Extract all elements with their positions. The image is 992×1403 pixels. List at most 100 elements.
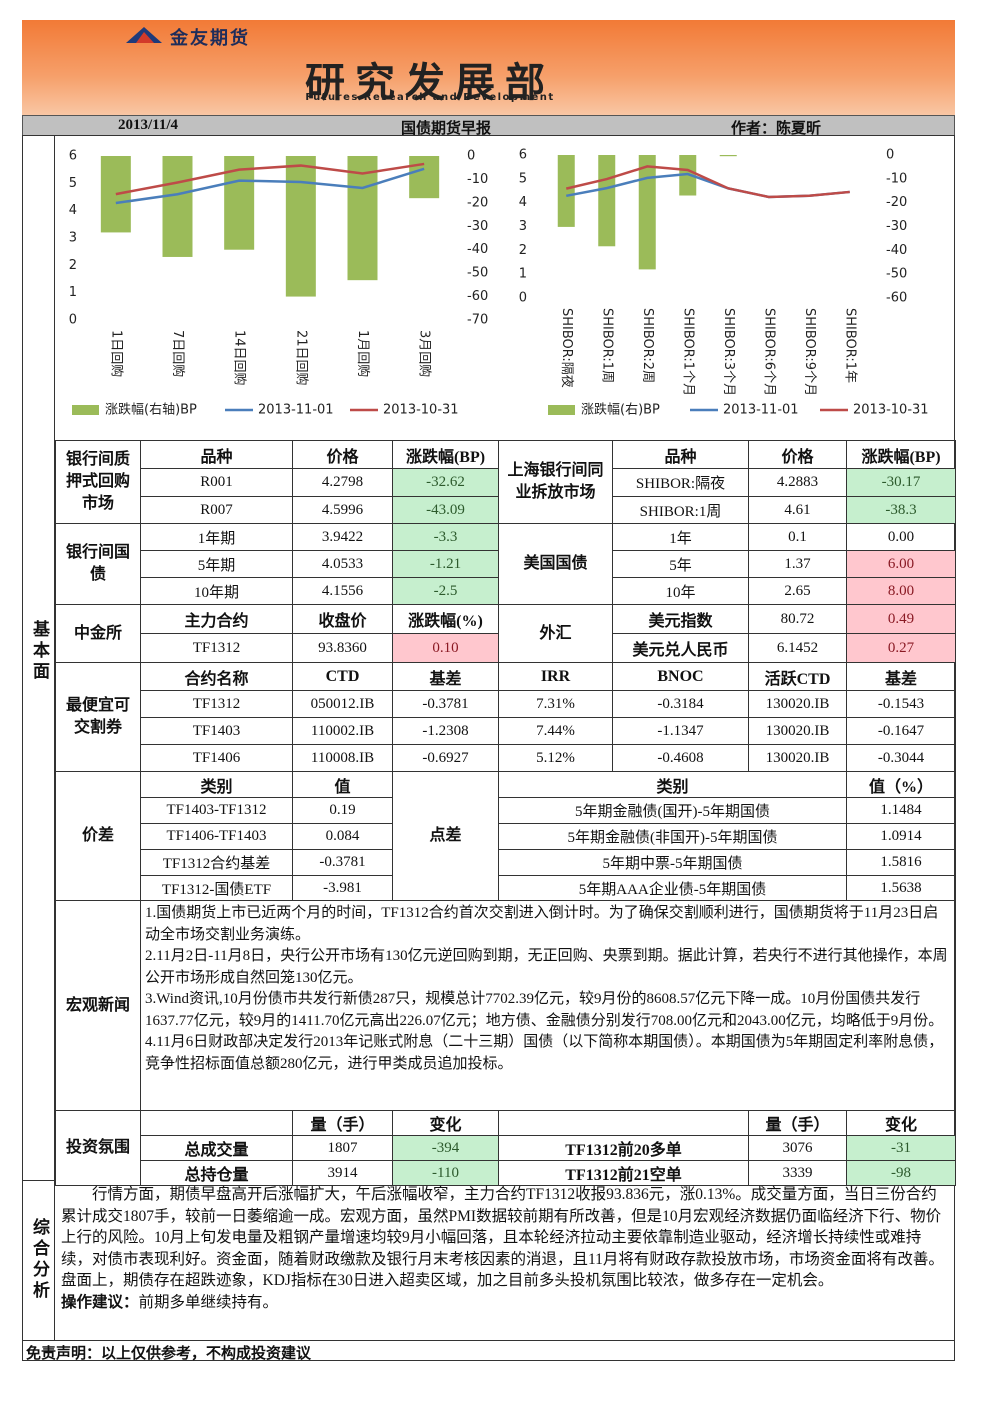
table-cell: -31 [846,1135,956,1161]
y2-tick-label: -60 [467,289,488,304]
y-tick-label: 3 [69,231,77,246]
report-title: 国债期货早报 [401,121,492,137]
side-label: 综合分析 [30,1218,49,1302]
side-divider [22,1180,55,1181]
bar [409,156,440,199]
table-cell: 4.2798 [292,468,393,497]
advice-text: 前期多单继续持有。 [138,1293,279,1311]
table-cell: 130020.IB [748,690,847,718]
y2-tick-label: -70 [467,313,488,328]
table-cell: 3.9422 [292,523,393,551]
y2-tick-label: 0 [467,149,475,164]
header-banner [22,20,955,115]
table-cell: 3914 [292,1160,393,1186]
row-label: 中金所 [55,604,141,663]
department-subtitle: Futures Research and Development [305,92,555,103]
table-cell: -1.2308 [392,717,499,745]
table-cell: 4.1556 [292,577,393,605]
table-cell: -394 [392,1135,499,1161]
bar [347,156,378,281]
table-cell: -0.6927 [392,744,499,772]
table-cell: -43.09 [392,496,499,524]
news-item: 1.国债期货上市已近两个月的时间，TF1312合约首次交割进入倒计时。为了确保交… [145,905,939,943]
row-label: 投资氛围 [55,1110,141,1186]
x-tick-label: SHIBOR:隔夜 [559,308,574,388]
table-cell: 93.8360 [292,633,393,663]
bar [719,155,737,157]
table-cell: 7.44% [498,717,613,745]
bar [557,155,575,227]
advice: 操作建议：前期多单继续持有。 [61,1292,949,1314]
row-label: 点差 [392,771,499,901]
y2-tick-label: -20 [886,195,907,210]
table-cell: -0.1543 [846,690,956,718]
table-cell: IRR [498,662,613,691]
report-author: 作者：陈夏昕 [731,121,822,137]
report-date: 2013/11/4 [118,117,179,133]
legend-swatch [548,405,575,415]
legend-label: 2013-10-31 [853,403,929,418]
y-tick-label: 4 [69,203,77,218]
table-cell: 1年期 [140,523,293,551]
y2-tick-label: -10 [886,171,907,186]
y-tick-label: 3 [519,219,527,234]
market-table: 银行间质押式回购市场 品种 价格 涨跌幅(BP) 上海银行间同业拆放市场 品种 价格 涨跌幅(… [55,440,956,1186]
row-label: 宏观新闻 [55,900,141,1111]
y2-tick-label: -20 [467,195,488,210]
table-cell: 类别 [498,771,847,798]
y-tick-label: 6 [69,149,77,164]
table-cell: 5年期金融债(国开)-5年期国债 [498,797,847,824]
table-cell: R007 [140,496,293,524]
disclaimer: 免责声明：以上仅供参考，不构成投资建议 [22,1340,955,1362]
y-tick-label: 1 [69,285,77,300]
news-item: 2.11月2日-11月8日，央行公开市场有130亿元逆回购到期，无正回购、央票到… [145,948,948,986]
table-cell: 品种 [140,440,293,469]
y-tick-label: 5 [519,171,527,186]
table-cell: 涨跌幅(%) [392,604,499,634]
table-cell: TF1312-国债ETF [140,875,293,901]
table-cell: 值 [292,771,393,798]
row-label: 价差 [55,771,141,901]
table-cell: CTD [292,662,393,691]
x-tick-label: 7日回购 [170,330,186,377]
table-cell: 2.65 [748,577,847,605]
table-cell: 1807 [292,1135,393,1161]
analysis-text: 行情方面，期债早盘高开后涨幅扩大，午后涨幅收窄，主力合约TF1312收报93.8… [61,1186,944,1289]
table-cell: 1.5816 [846,849,956,876]
legend-label: 2013-11-01 [723,403,799,418]
news-list: 1.国债期货上市已近两个月的时间，TF1312合约首次交割进入倒计时。为了确保交… [140,900,956,1111]
table-cell: 变化 [392,1110,499,1136]
table-cell: 品种 [612,440,749,469]
table-cell: -30.17 [846,468,956,497]
table-cell: TF1312 [140,690,293,718]
table-cell: 1.0914 [846,823,956,850]
analysis: 行情方面，期债早盘高开后涨幅扩大，午后涨幅收窄，主力合约TF1312收报93.8… [55,1180,955,1340]
y-tick-label: 0 [69,313,77,328]
table-cell: 0.27 [846,633,956,663]
table-cell: 7.31% [498,690,613,718]
table-cell: -0.3184 [612,690,749,718]
y2-tick-label: -50 [467,266,488,281]
x-tick-label: 21日回购 [293,330,309,386]
table-cell: 1.1484 [846,797,956,824]
date-bar: 2013/11/4 国债期货早报 作者：陈夏昕 [22,115,955,137]
table-cell: 价格 [292,440,393,469]
legend-label: 涨跌幅(右轴)BP [105,402,197,418]
table-cell: TF1312合约基差 [140,849,293,876]
y-tick-label: 0 [519,291,527,306]
line [565,165,850,199]
table-cell: 110008.IB [292,744,393,772]
table-cell: -98 [846,1160,956,1186]
table-cell: -2.5 [392,577,499,605]
y-tick-label: 2 [519,243,527,258]
table-cell: 0.19 [292,797,393,824]
bar [638,155,656,270]
x-tick-label: SHIBOR:6个月 [761,308,776,396]
table-cell: 3076 [748,1135,847,1161]
table-cell: 130020.IB [748,744,847,772]
y2-tick-label: -40 [467,242,488,257]
table-cell: 8.00 [846,577,956,605]
x-tick-label: 1日回购 [108,330,124,377]
side-label: 基本面 [30,620,49,683]
